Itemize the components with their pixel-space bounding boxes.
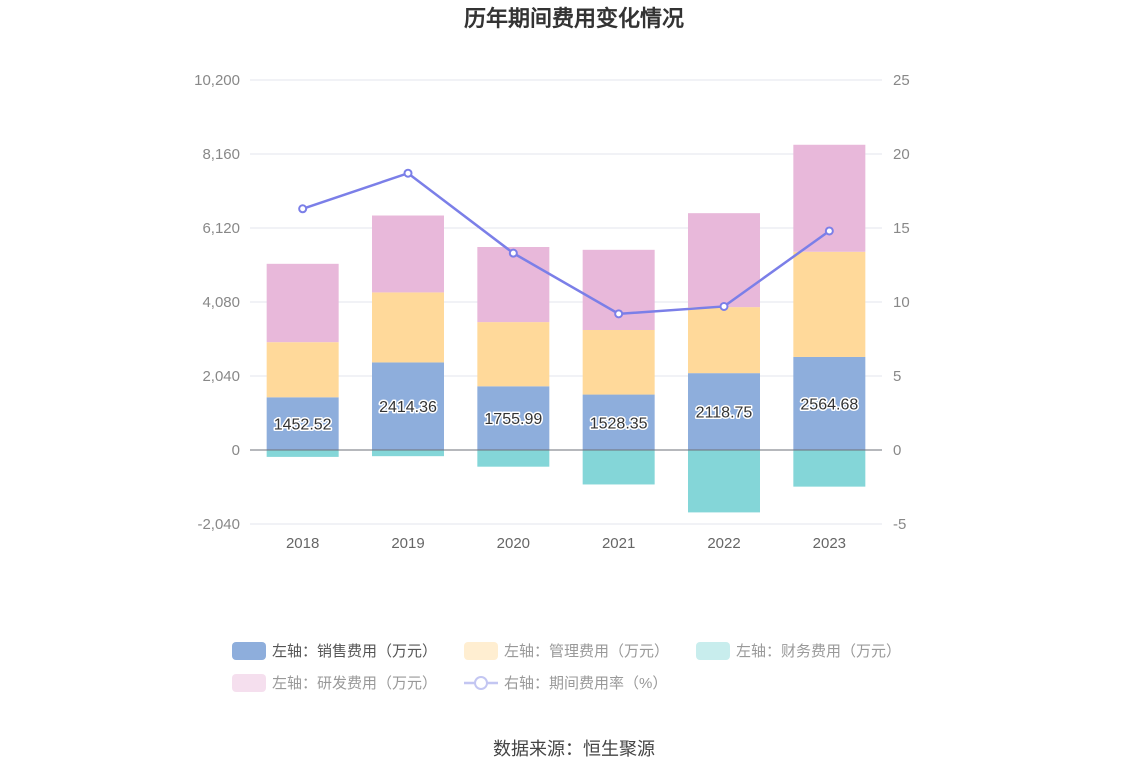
bar-segment	[266, 450, 339, 457]
legend-item[interactable]: 左轴：销售费用（万元）	[232, 642, 437, 660]
rate-point	[298, 204, 308, 214]
bar-segment	[372, 292, 444, 363]
legend-label: 左轴：研发费用（万元）	[272, 675, 437, 692]
left-tick-label: 2,040	[202, 368, 240, 385]
legend-swatch	[696, 642, 730, 660]
legend-label: 左轴：销售费用（万元）	[272, 643, 437, 660]
bar-segment	[372, 450, 444, 457]
left-tick-label: 6,120	[202, 220, 240, 237]
x-tick-label: 2020	[497, 535, 530, 552]
x-tick-label: 2022	[707, 535, 740, 552]
legend-item[interactable]: 左轴：研发费用（万元）	[232, 674, 437, 692]
sales-data-label: 1755.99	[484, 411, 542, 428]
legend-swatch	[232, 642, 266, 660]
bar-segment	[793, 251, 866, 357]
sales-data-label: 1452.52	[274, 417, 332, 434]
bar-segment	[266, 263, 339, 343]
legend-label: 左轴：财务费用（万元）	[736, 643, 901, 660]
rate-point	[614, 309, 624, 319]
bar-segment	[793, 144, 866, 252]
left-tick-label: 10,200	[194, 72, 240, 89]
bar-segment	[688, 213, 760, 308]
x-tick-label: 2021	[602, 535, 635, 552]
left-tick-label: 0	[232, 442, 240, 459]
bar-segment	[793, 450, 866, 487]
right-tick-label: 0	[893, 442, 901, 459]
bar-segment	[688, 373, 760, 450]
left-axis-ticks: -2,040 0 2,040 4,080 6,120 8,160 10,200	[194, 72, 240, 533]
x-axis-ticks: 2018 2019 2020 2021 2022 2023	[286, 535, 846, 552]
bar-segment	[688, 307, 760, 374]
bar-segment	[477, 247, 550, 323]
right-tick-label: 10	[893, 294, 910, 311]
sales-data-label: 1528.35	[590, 415, 648, 432]
bar-segment	[582, 450, 655, 485]
data-labels: 1452.52 2414.36 1755.99 1528.35 2118.75 2564.…	[272, 395, 860, 435]
legend-item[interactable]: 左轴：财务费用（万元）	[696, 642, 901, 660]
legend[interactable]: 左轴：销售费用（万元） 左轴：管理费用（万元） 左轴：财务费用（万元） 左轴：研发费用…	[232, 642, 901, 692]
right-tick-label: -5	[893, 516, 906, 533]
bar-segment	[688, 450, 760, 513]
rate-point	[403, 168, 413, 178]
rate-point	[824, 226, 834, 236]
bar-segment	[266, 397, 339, 450]
bar-segment	[477, 450, 550, 467]
bar-segment	[477, 322, 550, 387]
right-axis-ticks: -5 0 5 10 15 20 25	[893, 72, 910, 533]
bar-segment	[372, 362, 444, 450]
legend-label: 左轴：管理费用（万元）	[504, 643, 669, 660]
x-tick-label: 2023	[813, 535, 846, 552]
rate-line	[298, 168, 834, 319]
bar-segment	[582, 329, 655, 395]
sales-data-label: 2564.68	[800, 396, 858, 413]
chart-title: 历年期间费用变化情况	[464, 6, 684, 31]
legend-item[interactable]: 右轴：期间费用率（%）	[464, 675, 667, 692]
bar-segment	[372, 215, 444, 293]
x-tick-label: 2018	[286, 535, 319, 552]
right-tick-label: 5	[893, 368, 901, 385]
legend-circle-marker	[474, 676, 488, 690]
bars	[266, 144, 866, 513]
left-tick-label: 4,080	[202, 294, 240, 311]
legend-swatch	[464, 642, 498, 660]
left-tick-label: 8,160	[202, 146, 240, 163]
right-tick-label: 15	[893, 220, 910, 237]
bar-segment	[266, 342, 339, 398]
legend-swatch	[232, 674, 266, 692]
right-tick-label: 20	[893, 146, 910, 163]
data-source: 数据来源：恒生聚源	[493, 739, 655, 759]
rate-point	[508, 248, 518, 258]
left-tick-label: -2,040	[197, 516, 240, 533]
sales-data-label: 2414.36	[379, 399, 437, 416]
rate-point	[719, 301, 729, 311]
right-tick-label: 25	[893, 72, 910, 89]
rate-polyline	[302, 171, 831, 316]
legend-label: 右轴：期间费用率（%）	[504, 675, 667, 692]
bar-segment	[793, 356, 866, 450]
gridlines	[250, 79, 882, 525]
legend-item[interactable]: 左轴：管理费用（万元）	[464, 642, 669, 660]
bar-segment	[477, 386, 550, 450]
x-tick-label: 2019	[391, 535, 424, 552]
bar-segment	[582, 394, 655, 450]
sales-data-label: 2118.75	[696, 405, 753, 422]
